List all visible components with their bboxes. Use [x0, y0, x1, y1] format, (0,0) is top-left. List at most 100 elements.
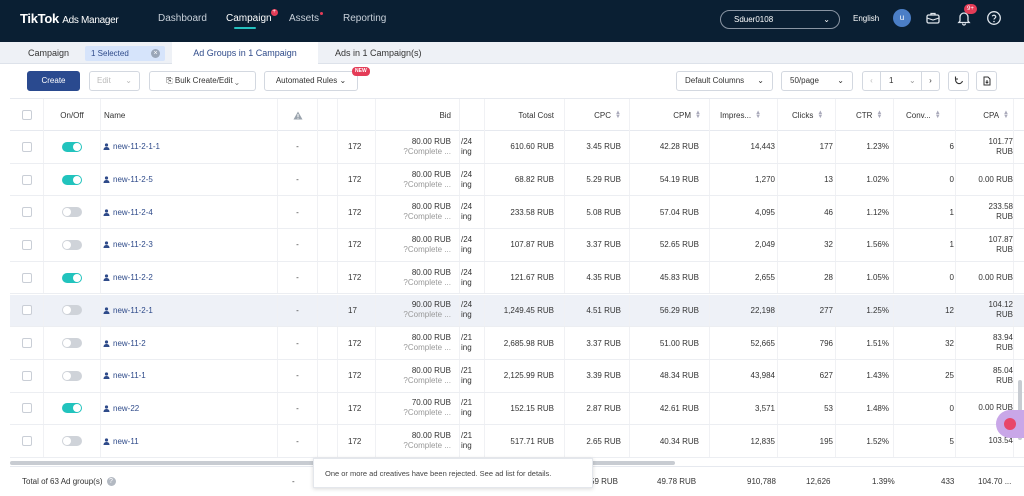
schedule-date: /21: [461, 365, 473, 375]
table-row[interactable]: new-11-1-172 80.00 RUB ?Complete .../21 ing…: [10, 359, 1024, 393]
help-icon[interactable]: ?: [403, 244, 408, 254]
avatar[interactable]: u: [893, 9, 911, 27]
nav-dashboard[interactable]: Dashboard: [158, 13, 207, 24]
row-checkbox[interactable]: [21, 239, 32, 250]
cpa-value: 85.04: [992, 365, 1013, 375]
automated-rules-button[interactable]: Automated Rules ⌄: [264, 71, 358, 91]
conversions-cell: 12: [894, 294, 956, 327]
briefcase-icon[interactable]: [925, 10, 941, 26]
ad-group-link[interactable]: new-11-2-5: [103, 175, 153, 184]
help-icon[interactable]: ?: [403, 343, 408, 353]
ad-group-link[interactable]: new-11-2-3: [103, 240, 153, 249]
cpm-cell: 51.00 RUB: [630, 327, 710, 359]
help-icon[interactable]: ?: [403, 310, 408, 320]
ad-group-link[interactable]: new-11-2-2: [103, 273, 153, 282]
header-col-b: [338, 99, 376, 131]
status-toggle[interactable]: [62, 239, 82, 250]
help-icon[interactable]: ?: [403, 146, 408, 156]
table-row[interactable]: new-11-172 80.00 RUB ?Complete .../21 ing 51…: [10, 425, 1024, 458]
ad-group-link[interactable]: new-11-2-1: [103, 306, 153, 315]
header-clicks[interactable]: Clicks ▲ ▼: [778, 99, 836, 131]
row-checkbox[interactable]: [21, 174, 32, 185]
checkbox[interactable]: [21, 110, 32, 120]
table-row[interactable]: new-11-2-172 80.00 RUB ?Complete .../21 ing…: [10, 327, 1024, 360]
help-icon[interactable]: ?: [403, 408, 408, 418]
page-size-dropdown[interactable]: 50/page ⌄: [781, 71, 853, 91]
header-name[interactable]: Name: [101, 99, 278, 131]
edit-button[interactable]: Edit ⌄: [89, 71, 140, 91]
header-total-cost[interactable]: Total Cost: [485, 99, 565, 131]
status-toggle[interactable]: [62, 436, 82, 447]
help-icon[interactable]: ?: [403, 375, 408, 385]
table-row[interactable]: new-11-2-2-172 80.00 RUB ?Complete .../24 i…: [10, 261, 1024, 295]
ad-group-link[interactable]: new-11-2: [103, 339, 146, 348]
tab-ad-groups[interactable]: Ad Groups in 1 Campaign: [172, 42, 318, 64]
selected-filter-pill[interactable]: 1 Selected ×: [85, 46, 165, 61]
columns-dropdown[interactable]: Default Columns ⌄: [676, 71, 773, 91]
table-row[interactable]: new-11-2-4-172 80.00 RUB ?Complete .../24 i…: [10, 196, 1024, 230]
status-toggle[interactable]: [62, 305, 82, 316]
ad-group-link[interactable]: new-11: [103, 437, 139, 446]
help-icon[interactable]: ?: [403, 441, 408, 451]
info-icon[interactable]: ?: [106, 477, 116, 486]
tiktok-logo[interactable]: TikTok Ads Manager: [20, 11, 119, 26]
language-selector[interactable]: English: [853, 14, 880, 23]
page-input[interactable]: 1: [889, 76, 894, 85]
row-checkbox[interactable]: [21, 338, 32, 349]
chat-support-button[interactable]: [996, 410, 1024, 438]
status-toggle[interactable]: [62, 370, 82, 381]
row-checkbox[interactable]: [21, 305, 32, 316]
bulk-create-edit-button[interactable]: ⎘ Bulk Create/Edit ⌄: [149, 71, 256, 91]
prev-page-icon[interactable]: ‹: [863, 72, 881, 90]
row-checkbox[interactable]: [21, 370, 32, 381]
ad-group-link[interactable]: new-11-1: [103, 371, 146, 380]
header-ctr[interactable]: CTR ▲ ▼: [836, 99, 894, 131]
export-button[interactable]: [976, 71, 997, 91]
account-selector[interactable]: Sduer0108 ⌄: [720, 10, 840, 29]
table-row[interactable]: new-11-2-1-1-172 80.00 RUB ?Complete .../2…: [10, 131, 1024, 164]
row-checkbox-cell: [10, 131, 44, 163]
row-checkbox[interactable]: [21, 207, 32, 218]
ad-group-link[interactable]: new-11-2-4: [103, 208, 153, 217]
status-toggle[interactable]: [62, 338, 82, 349]
help-icon[interactable]: [986, 10, 1002, 26]
header-cpc[interactable]: CPC ▲ ▼: [565, 99, 630, 131]
status-toggle[interactable]: [62, 403, 82, 414]
status-toggle[interactable]: [62, 141, 82, 152]
tab-ads[interactable]: Ads in 1 Campaign(s): [335, 48, 422, 58]
help-icon[interactable]: ?: [403, 277, 408, 287]
table-row[interactable]: new-11-2-5-172 80.00 RUB ?Complete .../24 i…: [10, 163, 1024, 197]
create-button[interactable]: Create: [27, 71, 80, 91]
active-underline: [234, 27, 256, 29]
help-icon[interactable]: ?: [403, 179, 408, 189]
status-toggle[interactable]: [62, 272, 82, 283]
table-row[interactable]: new-11-2-1-17 90.00 RUB ?Complete .../24 in…: [10, 294, 1024, 328]
header-conversions[interactable]: Conv... ▲ ▼: [894, 99, 956, 131]
row-checkbox[interactable]: [21, 436, 32, 447]
header-cpa[interactable]: CPA ▲ ▼: [956, 99, 1014, 131]
nav-assets[interactable]: Assets: [289, 12, 324, 24]
help-icon[interactable]: ?: [403, 212, 408, 222]
table-row[interactable]: new-11-2-3-172 80.00 RUB ?Complete .../24 i…: [10, 229, 1024, 262]
status-toggle[interactable]: [62, 174, 82, 185]
table-row[interactable]: new-22-172 70.00 RUB ?Complete .../21 ing 15…: [10, 392, 1024, 426]
row-checkbox[interactable]: [21, 272, 32, 283]
close-icon[interactable]: ×: [151, 49, 160, 58]
ad-group-link[interactable]: new-11-2-1-1: [103, 142, 160, 151]
row-checkbox[interactable]: [21, 141, 32, 152]
ad-group-link[interactable]: new-22: [103, 404, 139, 413]
status-toggle[interactable]: [62, 207, 82, 218]
bell-icon[interactable]: [956, 10, 972, 26]
nav-campaign[interactable]: Campaign +: [226, 9, 278, 29]
tab-campaign[interactable]: Campaign: [28, 48, 70, 58]
header-impressions[interactable]: Impres... ▲ ▼: [710, 99, 778, 131]
nav-reporting[interactable]: Reporting: [343, 13, 387, 24]
next-page-icon[interactable]: ›: [921, 72, 939, 90]
header-cpm[interactable]: CPM ▲ ▼: [630, 99, 710, 131]
select-all-checkbox[interactable]: [10, 99, 44, 131]
id-cell: 172: [338, 327, 376, 359]
refresh-button[interactable]: [948, 71, 969, 91]
schedule-date: /24: [461, 300, 473, 310]
header-bid[interactable]: Bid: [376, 99, 460, 131]
row-checkbox[interactable]: [21, 403, 32, 414]
